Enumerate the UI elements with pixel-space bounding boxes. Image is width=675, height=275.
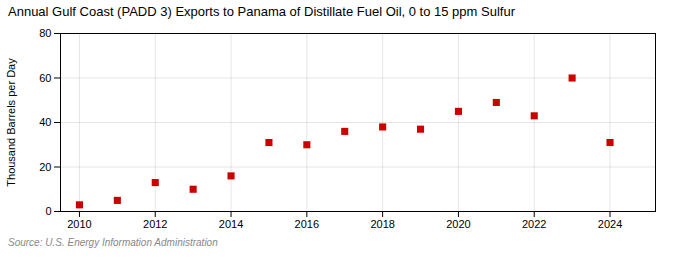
svg-text:2014: 2014 xyxy=(219,218,243,230)
svg-text:Thousand Barrels per Day: Thousand Barrels per Day xyxy=(5,58,17,187)
html-text:Annual Gulf Coast (PADD 3) Exp: Annual Gulf Coast (PADD 3) Exports to Pa… xyxy=(8,4,515,19)
svg-text:2018: 2018 xyxy=(370,218,394,230)
svg-text:40: 40 xyxy=(39,116,51,128)
svg-text:0: 0 xyxy=(45,205,51,217)
svg-text:60: 60 xyxy=(39,72,51,84)
svg-text:2020: 2020 xyxy=(446,218,470,230)
svg-text:2012: 2012 xyxy=(143,218,167,230)
svg-text:80: 80 xyxy=(39,27,51,39)
svg-text:2016: 2016 xyxy=(295,218,319,230)
svg-text:2010: 2010 xyxy=(67,218,91,230)
svg-text:2022: 2022 xyxy=(522,218,546,230)
html-text:Source: U.S. Energy Informatio: Source: U.S. Energy Information Administ… xyxy=(8,237,218,248)
svg-text:2024: 2024 xyxy=(598,218,622,230)
svg-text:20: 20 xyxy=(39,161,51,173)
